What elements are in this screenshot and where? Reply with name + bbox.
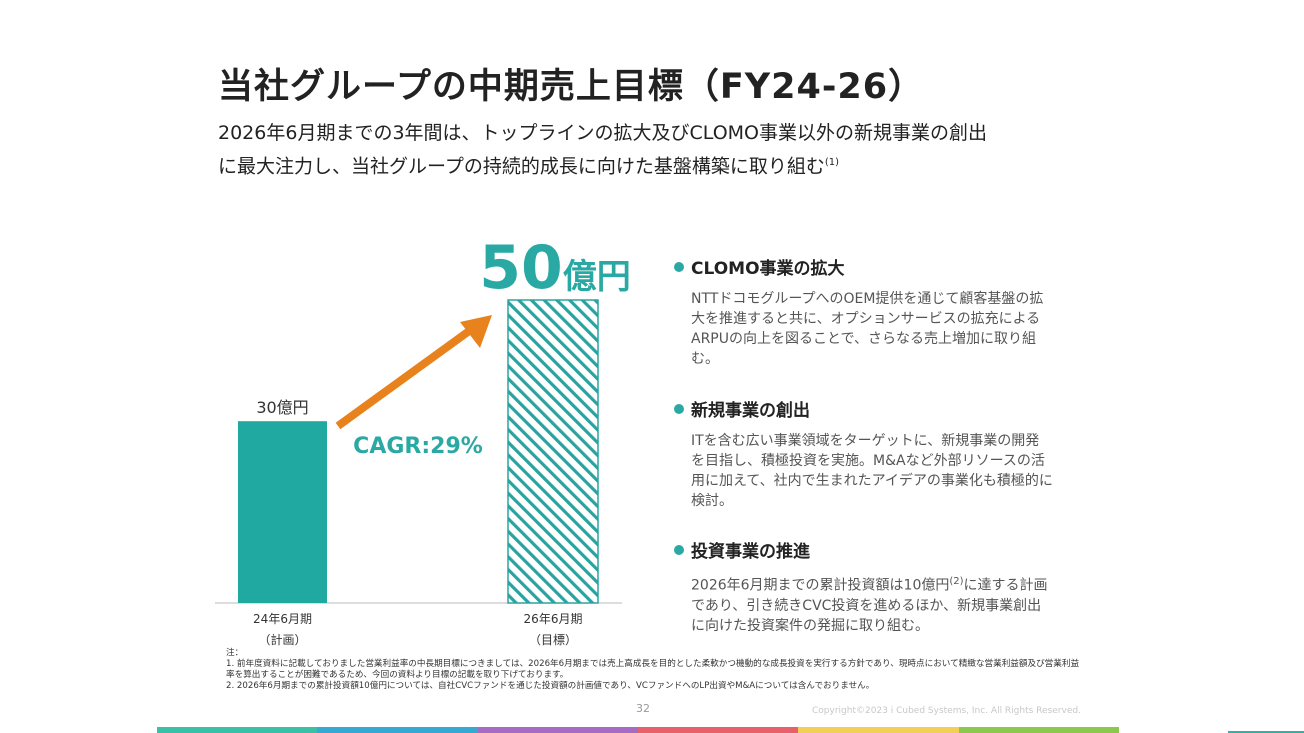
section-body-post: に達する計画であり、引き続きCVC投資を進めるほか、新規事業創出に向けた投資案件… bbox=[691, 577, 1048, 634]
bottom-bar-segment bbox=[798, 727, 959, 733]
footnote-1: 1. 前年度資料に記載しておりました営業利益率の中長期目標につきましては、202… bbox=[226, 659, 1080, 680]
corner-accent-bar bbox=[1228, 731, 1304, 733]
growth-arrow-head bbox=[460, 315, 492, 348]
copyright-text: Copyright©2023 i Cubed Systems, Inc. All… bbox=[812, 706, 1081, 716]
footnotes: 注： 1. 前年度資料に記載しておりました営業利益率の中長期目標につきましては、… bbox=[226, 648, 1086, 692]
category-label: 26年6月期 bbox=[524, 612, 583, 626]
bar-2 bbox=[507, 299, 599, 604]
bottom-color-bar bbox=[157, 727, 1119, 733]
section-heading: 投資事業の推進 bbox=[691, 542, 810, 562]
bullet-dot-icon bbox=[674, 261, 684, 272]
bottom-bar-segment bbox=[958, 727, 1119, 733]
revenue-target-chart: 24年6月期 （計画） 26年6月期 （目標） 30億円 50億円 CAGR:29% bbox=[215, 233, 631, 647]
cagr-annotation: CAGR:29% bbox=[353, 434, 483, 459]
data-label: 30億円 bbox=[256, 398, 308, 417]
subtitle-line-2: に最大注力し、当社グループの持続的成長に向けた基盤構築に取り組む bbox=[218, 155, 825, 178]
bar-1 bbox=[238, 421, 327, 603]
section-footnote-mark: (2) bbox=[949, 576, 964, 587]
subtitle-footnote-mark: (1) bbox=[824, 157, 840, 168]
subtitle-line-1: 2026年6月期までの3年間は、トップラインの拡大及びCLOMO事業以外の新規事… bbox=[218, 122, 988, 144]
section-new-business: 新規事業の創出 ITを含む広い事業領域をターゲットに、新規事業の開発を目指し、積… bbox=[674, 396, 1074, 511]
page-subtitle: 2026年6月期までの3年間は、トップラインの拡大及びCLOMO事業以外の新規事… bbox=[218, 118, 1098, 181]
page-title: 当社グループの中期売上目標（FY24-26） bbox=[218, 67, 925, 107]
section-heading: CLOMO事業の拡大 bbox=[691, 259, 845, 279]
bottom-bar-segment bbox=[477, 727, 638, 733]
section-investment: 投資事業の推進 2026年6月期までの累計投資額は10億円(2)に達する計画であ… bbox=[674, 537, 1074, 636]
section-body: ITを含む広い事業領域をターゲットに、新規事業の開発を目指し、積極投資を実施。M… bbox=[691, 433, 1053, 509]
section-heading: 新規事業の創出 bbox=[691, 401, 810, 421]
footnotes-label: 注： bbox=[226, 648, 244, 658]
highlight-value-label: 50億円 bbox=[479, 233, 631, 303]
category-sublabel: （計画） bbox=[258, 632, 306, 647]
category-sublabel: （目標） bbox=[529, 633, 577, 647]
growth-arrow bbox=[335, 322, 479, 430]
page-number: 32 bbox=[636, 702, 650, 715]
section-body: NTTドコモグループへのOEM提供を通じて顧客基盤の拡大を推進すると共に、オプシ… bbox=[691, 291, 1044, 367]
section-body: 2026年6月期までの累計投資額は10億円(2)に達する計画であり、引き続きCV… bbox=[691, 572, 1053, 636]
bullet-dot-icon bbox=[674, 544, 684, 555]
bullet-dot-icon bbox=[674, 403, 684, 414]
section-body-pre: 2026年6月期までの累計投資額は10億円 bbox=[691, 577, 950, 594]
section-clomo-expansion: CLOMO事業の拡大 NTTドコモグループへのOEM提供を通じて顧客基盤の拡大を… bbox=[674, 254, 1074, 369]
bottom-bar-segment bbox=[157, 727, 318, 733]
footnote-2: 2. 2026年6月期までの累計投資額10億円については、自社CVCファンドを通… bbox=[226, 681, 875, 691]
category-label: 24年6月期 bbox=[253, 612, 312, 626]
bottom-bar-segment bbox=[637, 727, 799, 733]
bottom-bar-segment bbox=[317, 727, 478, 733]
